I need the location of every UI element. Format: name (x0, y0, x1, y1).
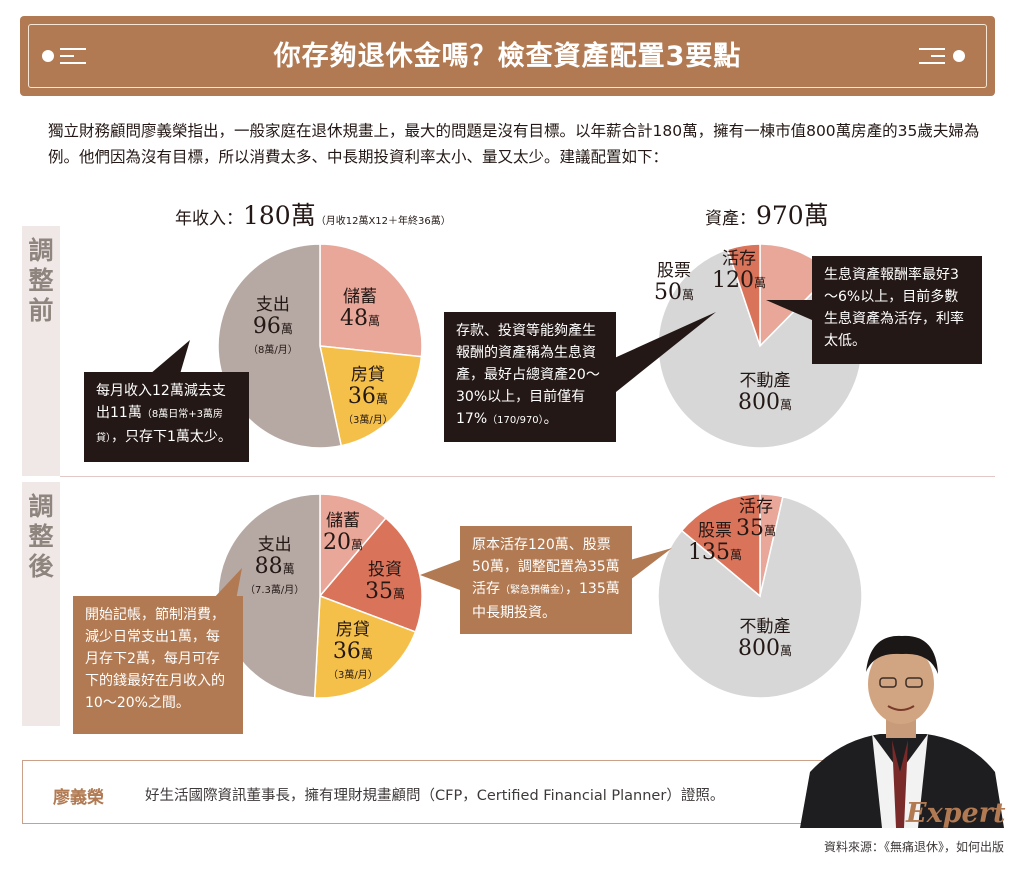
pointer-after-assets-left (420, 560, 460, 590)
pie-slice-income-after-2 (313, 594, 417, 699)
pie-slice-assets-before-2 (726, 243, 761, 347)
pie-slice-income-after-0 (319, 493, 387, 599)
intro-paragraph: 獨立財務顧問廖義榮指出，一般家庭在退休規畫上，最大的問題是沒有目標。以年薪合計1… (48, 122, 980, 166)
section-before-label: 調整前 (22, 226, 60, 476)
section-after-label: 調整後 (22, 482, 60, 726)
label-property-after: 不動產 800萬 (738, 617, 793, 661)
section-divider (60, 476, 995, 477)
assets-heading-label: 資產： (705, 209, 756, 229)
expert-portrait (800, 635, 1004, 828)
footer-expert-name: 廖義榮 (53, 788, 104, 808)
footer-box: 廖義榮 好生活國際資訊董事長，擁有理財規畫顧問（CFP，Certified Fi… (22, 760, 823, 824)
banner-frame (28, 24, 987, 88)
label-stocks-before: 股票 50萬 (654, 261, 695, 305)
pie-slice-assets-after-2 (680, 493, 761, 598)
expert-label: Expert (906, 798, 1006, 829)
footer-expert-description: 好生活國際資訊董事長，擁有理財規畫顧問（CFP，Certified Financ… (145, 788, 725, 804)
title-banner: 你存夠退休金嗎？檢查資產配置3要點 (20, 16, 995, 96)
income-heading-note: （月收12萬X12＋年終36萬） (315, 216, 451, 227)
label-investment-after: 投資 35萬 (365, 560, 406, 604)
pointer-before-assets-right (766, 300, 812, 320)
pie-assets-after (657, 493, 863, 699)
label-mortgage-after: 房貸 36萬 （3萬/月） (328, 620, 378, 681)
income-heading-label: 年收入： (175, 209, 243, 229)
pie-income-after (217, 493, 423, 699)
pie-slice-income-after-3 (217, 493, 321, 699)
pie-slice-income-before-1 (319, 345, 423, 447)
pie-slice-income-before-0 (319, 243, 423, 358)
source-credit: 資料來源：《無痛退休》，如何出版 (823, 840, 1004, 854)
label-property-before: 不動產 800萬 (738, 371, 793, 415)
assets-heading-value: 970萬 (756, 201, 829, 230)
pie-slice-income-after-1 (318, 517, 423, 633)
income-heading-value: 180萬 (243, 201, 316, 230)
pointer-before-income (150, 340, 190, 374)
label-demand-before: 活存 120萬 (712, 249, 767, 293)
pointer-before-assets-mid (610, 312, 716, 392)
callout-after-income: 開始記帳，節制消費，減少日常支出1萬，每月存下2萬，每月可存下的錢最好在月收入的… (73, 596, 243, 734)
callout-before-assets-mid: 存款、投資等能夠產生報酬的資產稱為生息資產，最好占總資產20～30%以上，目前僅… (444, 312, 616, 442)
assets-heading: 資產：970萬 (705, 196, 829, 232)
label-mortgage-before: 房貸 36萬 （3萬/月） (343, 365, 393, 426)
callout-after-assets: 原本活存120萬、股票50萬，調整配置為35萬活存（緊急預備金），135萬中長期… (460, 526, 632, 634)
label-stocks-after: 股票 135萬 (688, 521, 743, 565)
label-spending-before: 支出 96萬 （8萬/月） (248, 295, 298, 356)
banner-right-ornament (919, 42, 973, 70)
pie-slice-assets-after-1 (657, 495, 863, 699)
label-savings-before: 儲蓄 48萬 (340, 287, 381, 331)
pointer-after-income (212, 568, 242, 600)
label-savings-after: 儲蓄 20萬 (323, 511, 364, 555)
page-title: 你存夠退休金嗎？檢查資產配置3要點 (273, 41, 742, 72)
label-spending-after: 支出 88萬 （7.3萬/月） (245, 535, 305, 596)
callout-before-assets-right: 生息資產報酬率最好3～6%以上，目前多數生息資產為活存，利率太低。 (812, 256, 982, 364)
income-heading: 年收入：180萬（月收12萬X12＋年終36萬） (175, 196, 451, 232)
banner-left-ornament (42, 42, 96, 70)
callout-before-income: 每月收入12萬減去支出11萬（8萬日常+3萬房貸），只存下1萬太少。 (84, 372, 249, 462)
pointer-after-assets-right (630, 548, 672, 580)
label-demand-after: 活存 35萬 (736, 497, 777, 541)
